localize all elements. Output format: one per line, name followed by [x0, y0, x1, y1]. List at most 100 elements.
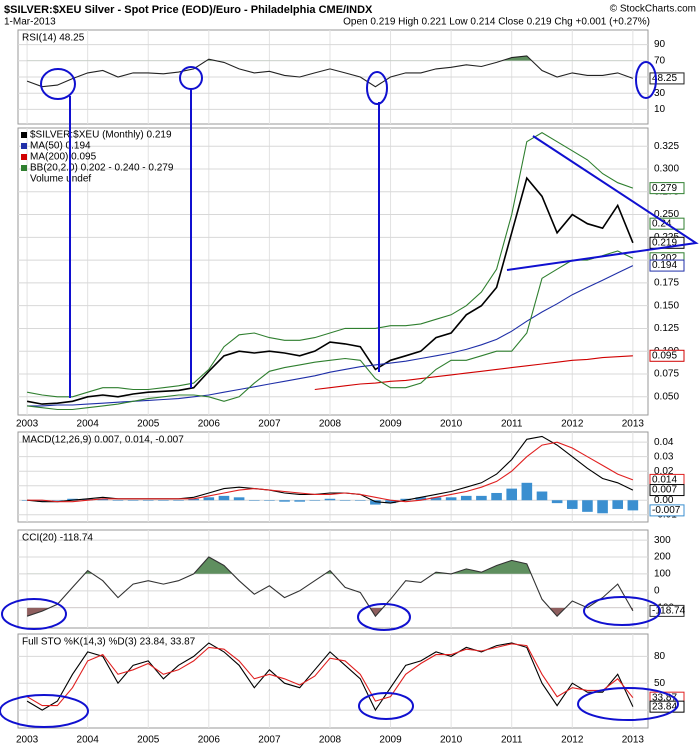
y-tick-label: 80 — [654, 651, 666, 662]
value-tag: 0.219 — [652, 237, 677, 248]
y-tick-label: 30 — [654, 88, 666, 99]
value-tag: 0.24 — [652, 218, 672, 229]
y-tick-label: 0.03 — [654, 451, 674, 462]
x-tick-label: 2011 — [501, 419, 523, 430]
value-tag-box — [649, 259, 685, 272]
series-line — [26, 55, 634, 88]
x-tick-label: 2011 — [501, 735, 523, 746]
annotation-ellipse — [583, 596, 661, 626]
value-tag-box — [649, 349, 685, 362]
y-tick-label: 90 — [654, 39, 666, 50]
threshold-fill — [27, 557, 633, 574]
y-tick-label: 0.050 — [654, 391, 679, 402]
panel-frame — [17, 127, 649, 416]
series-line — [26, 556, 634, 618]
annotation-ellipse — [1, 598, 67, 630]
series-line — [26, 176, 634, 405]
y-tick-label: 0.04 — [654, 437, 674, 448]
histogram-bar — [279, 500, 290, 502]
histogram-bar — [582, 500, 593, 512]
annotation-ellipse — [0, 694, 89, 728]
y-tick-label: 0.300 — [654, 164, 679, 175]
histogram-bar — [370, 500, 381, 505]
legend-swatch — [21, 143, 27, 149]
histogram-bar — [476, 495, 487, 501]
histogram-bar — [82, 498, 93, 501]
y-tick-label: 0 — [654, 585, 660, 596]
x-tick-label: 2010 — [440, 419, 463, 430]
y-tick-label: 70 — [654, 55, 666, 66]
panel-frame — [17, 633, 649, 729]
quote-line: Open 0.219 High 0.221 Low 0.214 Close 0.… — [343, 17, 650, 28]
histogram-bar — [36, 500, 48, 502]
panel-frame — [17, 431, 649, 523]
histogram-bar — [612, 500, 624, 509]
annotation-ellipse — [357, 603, 411, 631]
histogram-bar — [597, 500, 608, 514]
value-tag: 0.095 — [652, 350, 677, 361]
x-tick-label: 2005 — [137, 419, 160, 430]
histogram-bar — [460, 495, 472, 501]
value-tag-box — [649, 504, 685, 517]
histogram-bar — [52, 500, 63, 501]
value-tag-box — [649, 72, 685, 85]
value-tag: 0.279 — [652, 183, 677, 194]
histogram-bar — [127, 500, 139, 501]
panel-label: MACD(12,26,9) 0.007, 0.014, -0.007 — [22, 435, 184, 446]
histogram-bar — [97, 498, 109, 501]
histogram-bar — [551, 500, 563, 504]
legend-swatch — [21, 132, 27, 138]
series-line — [26, 643, 634, 707]
value-tag-box — [649, 484, 685, 497]
x-tick-label: 2003 — [16, 419, 39, 430]
histogram-bar — [415, 497, 427, 501]
y-tick-label: 200 — [654, 552, 671, 563]
x-tick-label: 2004 — [77, 735, 100, 746]
value-tag: 48.25 — [652, 73, 677, 84]
annotation-ellipse — [366, 71, 388, 105]
x-tick-label: 2012 — [561, 735, 584, 746]
histogram-bar — [112, 500, 124, 501]
histogram-bar — [430, 497, 442, 501]
histogram-bar — [233, 497, 245, 501]
panel-frame — [17, 529, 649, 629]
x-tick-label: 2013 — [622, 735, 645, 746]
series-line — [27, 250, 634, 411]
value-tag-box — [649, 236, 685, 249]
histogram-bar — [203, 497, 215, 501]
x-tick-label: 2010 — [440, 735, 463, 746]
histogram-bar — [354, 500, 366, 501]
value-tag: -0.007 — [652, 505, 681, 516]
value-tag-box — [649, 182, 685, 195]
histogram-bar — [248, 500, 260, 501]
histogram-bar — [142, 500, 154, 501]
panel-label: RSI(14) 48.25 — [22, 33, 85, 44]
value-tag: 0.014 — [652, 475, 677, 486]
y-tick-label: 0.325 — [654, 141, 679, 152]
x-tick-label: 2008 — [319, 735, 342, 746]
x-tick-label: 2013 — [622, 419, 645, 430]
value-tag-box — [649, 604, 685, 617]
y-tick-label: 50 — [654, 678, 666, 689]
series-line — [27, 441, 634, 503]
value-tag: 0.007 — [652, 485, 677, 496]
value-tag: 23.84 — [652, 701, 677, 712]
histogram-bar — [339, 500, 351, 501]
histogram-bar — [400, 498, 411, 501]
triangle-annotation — [506, 135, 699, 271]
histogram-bar — [506, 488, 518, 501]
credit: © StockCharts.com — [610, 4, 696, 15]
histogram-bar — [294, 500, 305, 502]
legend-swatch — [21, 154, 27, 160]
histogram-bar — [445, 497, 457, 501]
y-tick-label: 0.175 — [654, 278, 679, 289]
threshold-fill — [27, 55, 633, 61]
y-tick-label: 0.02 — [654, 466, 674, 477]
y-tick-label: 10 — [654, 104, 666, 115]
legend-entry: MA(200) 0.095 — [30, 152, 97, 163]
legend-note: Volume undef — [30, 174, 91, 185]
x-tick-label: 2006 — [198, 735, 221, 746]
histogram-bar — [324, 498, 336, 501]
histogram-bar — [521, 482, 533, 501]
